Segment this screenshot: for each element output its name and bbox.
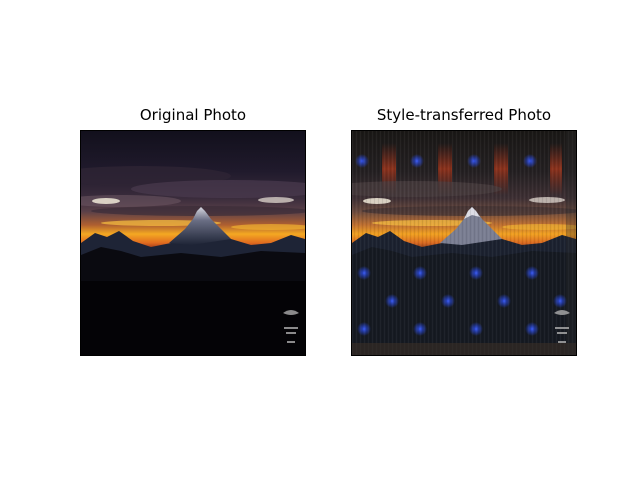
styled-photo — [351, 130, 577, 356]
original-photo — [80, 130, 306, 356]
original-photo-title: Original Photo — [139, 106, 247, 124]
styled-photo-title: Style-transferred Photo — [376, 106, 552, 124]
